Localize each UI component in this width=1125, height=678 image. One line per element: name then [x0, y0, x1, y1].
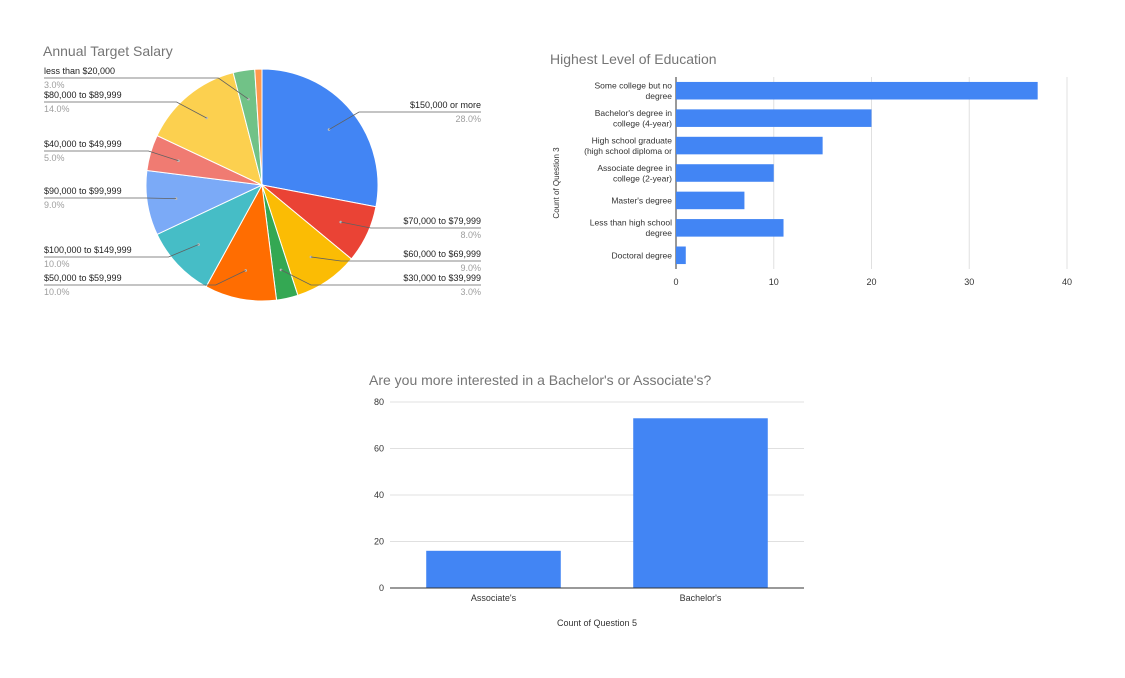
education-bar — [676, 191, 745, 210]
education-x-tick: 0 — [673, 277, 678, 287]
interest-y-tick: 0 — [379, 583, 384, 593]
pie-slice-label: $80,000 to $89,999 — [44, 90, 122, 100]
pie-slice — [156, 183, 264, 288]
education-category-label: college (2-year) — [613, 173, 672, 183]
education-x-tick: 40 — [1062, 277, 1072, 287]
pie-leader-line — [44, 77, 249, 100]
pie-title: Annual Target Salary — [43, 43, 173, 59]
education-category-label: High school graduate — [592, 135, 673, 145]
education-bar — [676, 136, 823, 155]
education-category-label: Bachelor's degree in — [595, 108, 672, 118]
pie-slice-label: $40,000 to $49,999 — [44, 139, 122, 149]
interest-category-label: Associate's — [471, 593, 517, 603]
pie-slice-percent: 3.0% — [44, 80, 65, 90]
pie-leader-line — [280, 269, 481, 286]
pie-leader-line — [44, 244, 199, 258]
education-x-tick: 30 — [964, 277, 974, 287]
pie-slice-label: less than $20,000 — [44, 66, 115, 76]
interest-y-tick: 80 — [374, 397, 384, 407]
pie-slice — [254, 68, 263, 186]
interest-bar — [633, 418, 768, 588]
interest-y-tick: 20 — [374, 537, 384, 547]
education-bar — [676, 164, 774, 182]
pie-slice-percent: 9.0% — [44, 200, 65, 210]
education-category-label: degree — [646, 228, 673, 238]
pie-slice-percent: 9.0% — [460, 263, 481, 273]
education-bar — [676, 109, 872, 127]
pie-leader-line — [310, 256, 481, 262]
pie-slices — [145, 68, 379, 302]
interest-bar-svg: Are you more interested in a Bachelor's … — [369, 372, 804, 628]
pie-slice — [205, 183, 278, 302]
pie-slice-label: $70,000 to $79,999 — [403, 216, 481, 226]
pie-leader-line — [340, 221, 481, 229]
pie-slice — [156, 72, 263, 186]
pie-slice-label: $60,000 to $69,999 — [403, 249, 481, 259]
pie-slice-percent: 8.0% — [460, 230, 481, 240]
interest-bar-chart: Are you more interested in a Bachelor's … — [340, 360, 830, 650]
education-bar-svg: Highest Level of Education 0 10 20 30 40 Some … — [550, 51, 1072, 287]
interest-y-tick: 40 — [374, 490, 384, 500]
education-category-label: college (4-year) — [613, 118, 672, 128]
interest-y-tick: 60 — [374, 444, 384, 454]
education-category-label: Master's degree — [611, 195, 672, 205]
education-x-tick: 20 — [866, 277, 876, 287]
pie-slice — [261, 68, 379, 208]
pie-leader-line — [328, 111, 481, 130]
pie-slice-label: $90,000 to $99,999 — [44, 186, 122, 196]
education-bar — [676, 219, 784, 237]
interest-bar — [426, 550, 561, 588]
education-category-label: Less than high school — [590, 218, 672, 228]
pie-labels: $150,000 or more 28.0% $70,000 to $79,999 8… — [44, 66, 481, 297]
education-category-label: degree — [646, 91, 673, 101]
education-category-label: (high school diploma or — [584, 146, 672, 156]
pie-slice-percent: 3.0% — [460, 287, 481, 297]
pie-slice-label: $50,000 to $59,999 — [44, 273, 122, 283]
interest-title: Are you more interested in a Bachelor's … — [369, 372, 712, 388]
pie-leader-line — [44, 101, 207, 119]
education-title: Highest Level of Education — [550, 51, 717, 67]
pie-slice-label: $30,000 to $39,999 — [403, 273, 481, 283]
pie-slice-percent: 10.0% — [44, 259, 70, 269]
education-x-tick: 10 — [769, 277, 779, 287]
pie-leader-line — [44, 270, 246, 286]
salary-pie-svg: Annual Target Salary $150,000 or more 28.0… — [43, 43, 481, 302]
pie-leader-line — [44, 150, 179, 162]
education-category-label: Doctoral degree — [612, 250, 673, 260]
pie-slice-percent: 10.0% — [44, 287, 70, 297]
pie-slice-label: $100,000 to $149,999 — [44, 245, 132, 255]
education-y-axis-title: Count of Question 3 — [552, 147, 561, 219]
education-category-label: Associate degree in — [597, 163, 672, 173]
salary-pie-chart: Annual Target Salary $150,000 or more 28.0… — [0, 0, 520, 320]
pie-slice-percent: 5.0% — [44, 153, 65, 163]
interest-category-label: Bachelor's — [680, 593, 722, 603]
education-bar — [676, 246, 686, 265]
pie-slice-percent: 14.0% — [44, 104, 70, 114]
education-bar-chart: Highest Level of Education 0 10 20 30 40 Some … — [530, 40, 1090, 320]
pie-slice-label: $150,000 or more — [410, 100, 481, 110]
education-category-label: Some college but no — [595, 80, 673, 90]
interest-x-axis-title: Count of Question 5 — [557, 618, 637, 628]
education-bar — [676, 81, 1038, 100]
pie-slice-percent: 28.0% — [455, 114, 481, 124]
pie-leader-line — [44, 197, 177, 200]
